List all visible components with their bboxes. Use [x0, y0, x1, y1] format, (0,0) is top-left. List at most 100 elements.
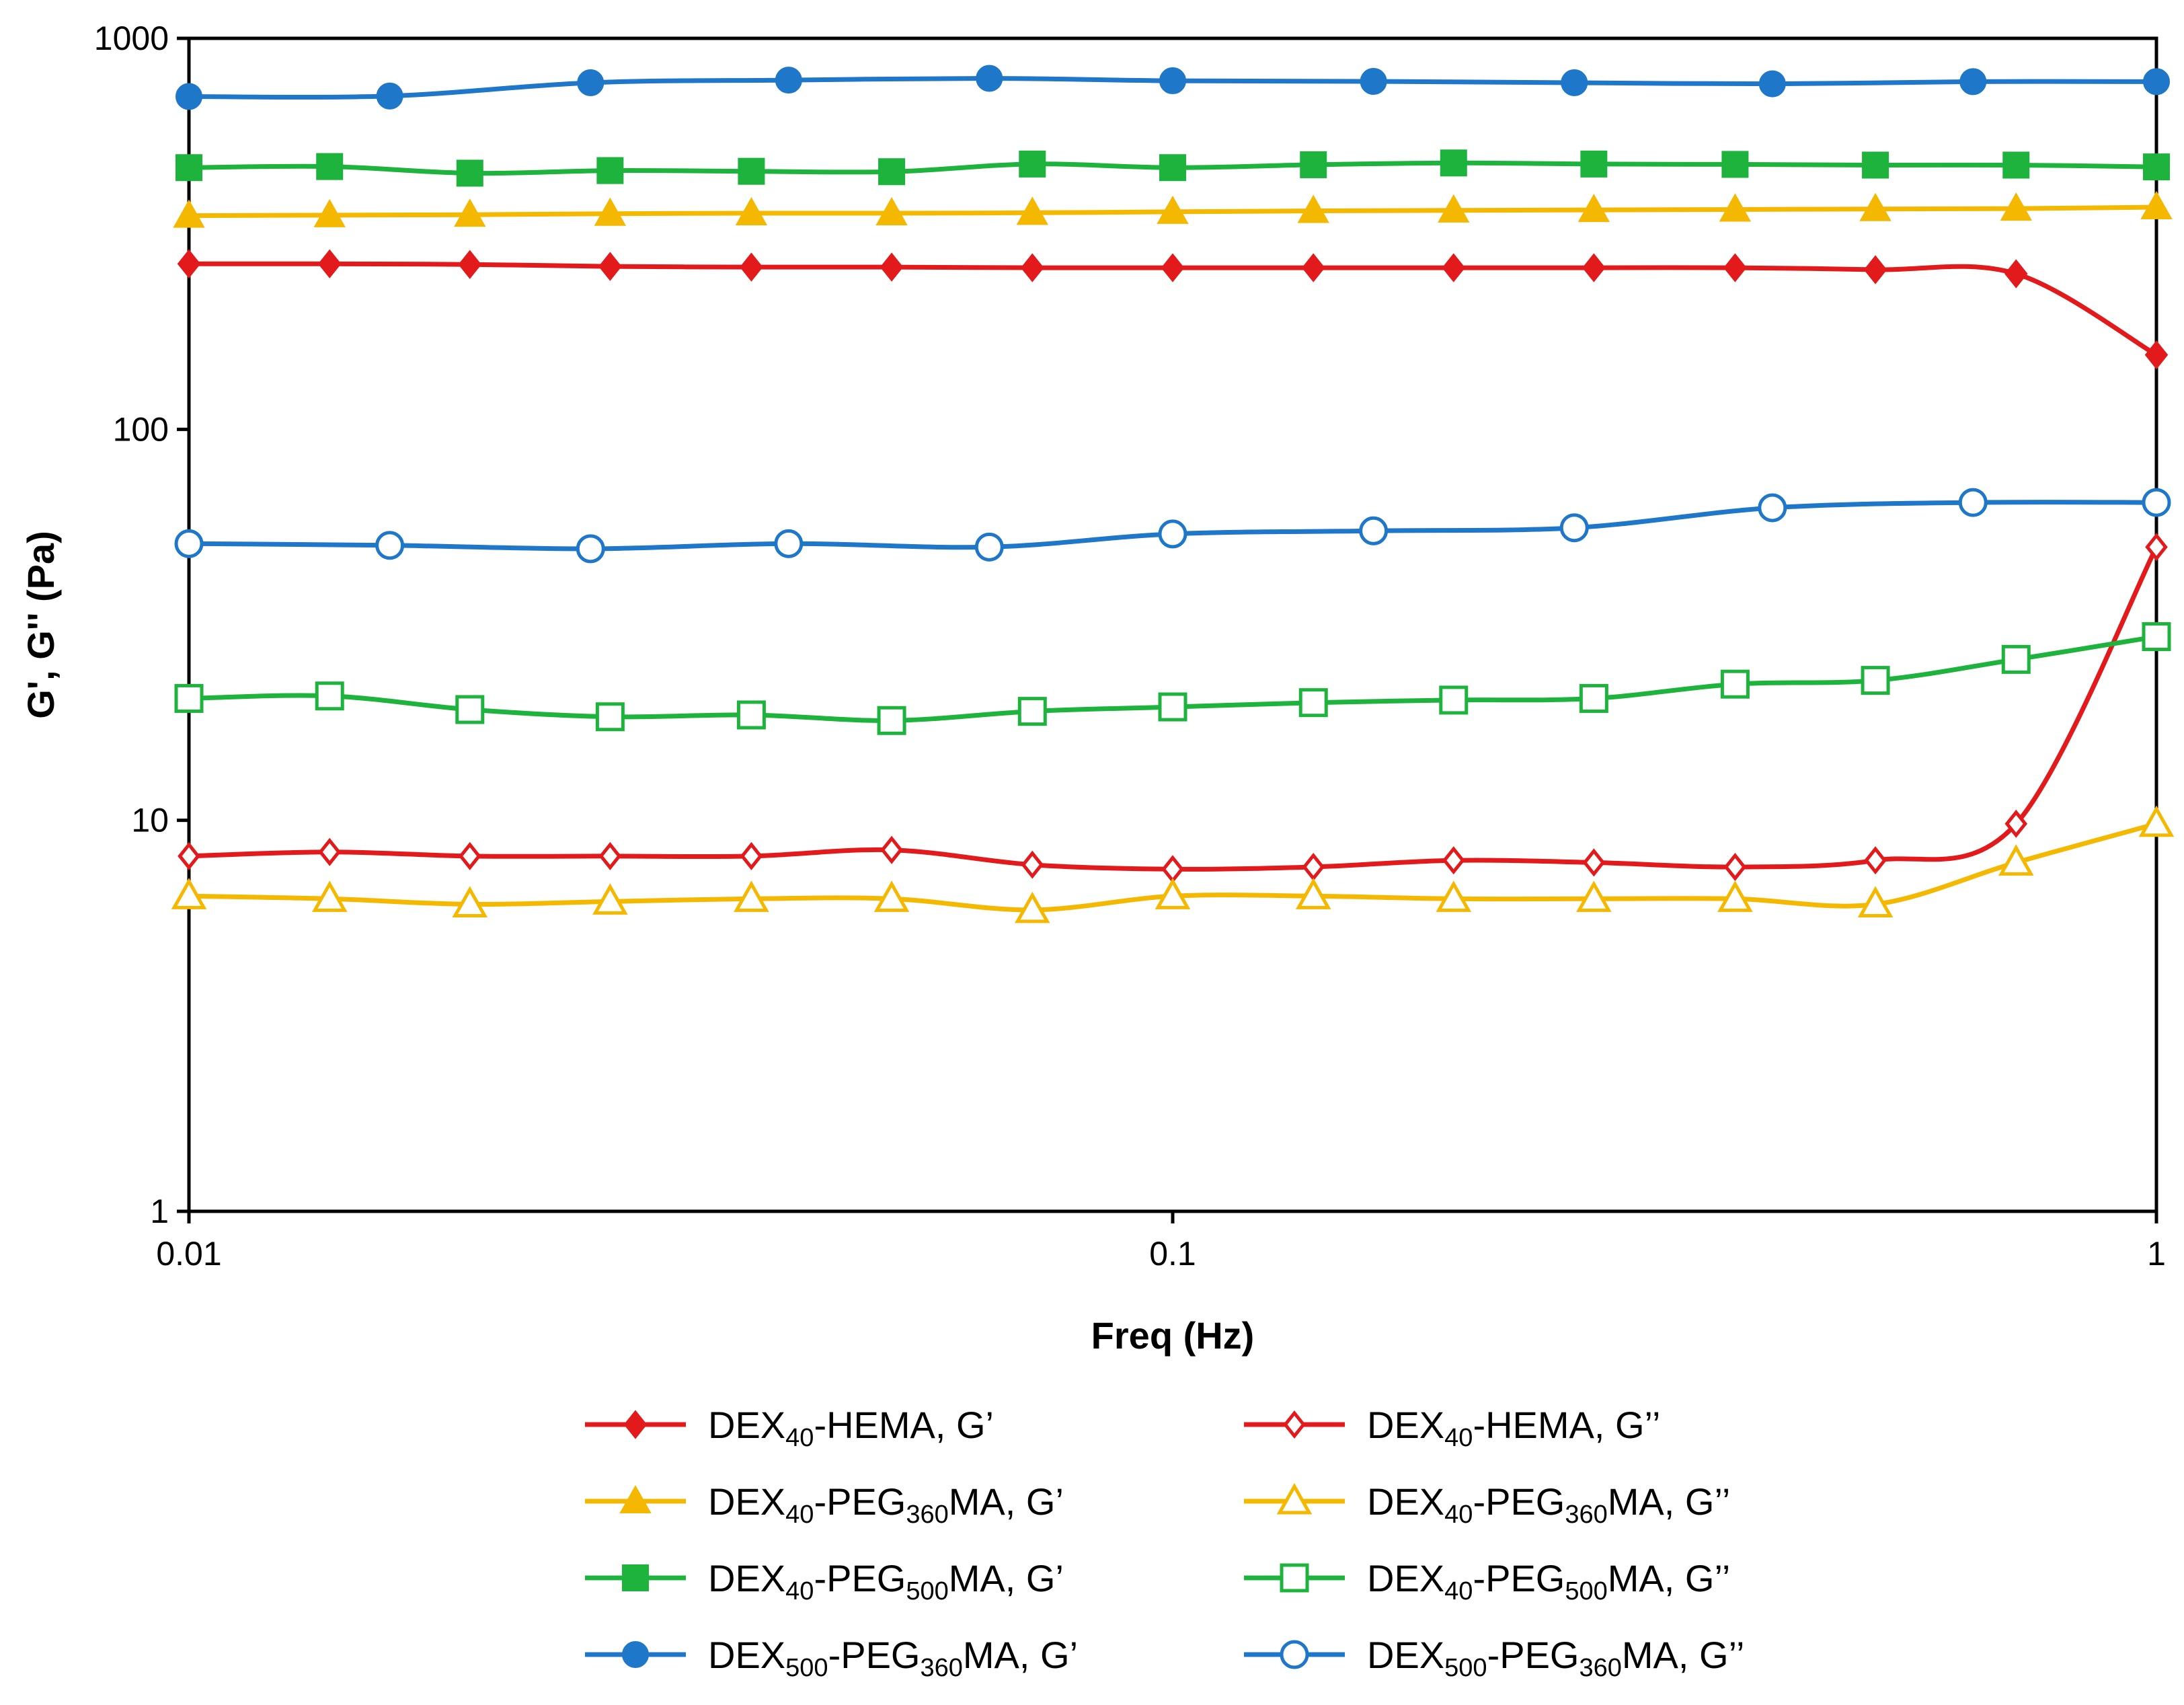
legend-item: DEX40-PEG360MA, G’’: [1244, 1480, 1730, 1529]
y-tick-label: 1: [150, 1192, 169, 1230]
data-point: [1582, 848, 1606, 877]
y-tick-label: 1000: [94, 20, 169, 57]
data-point: [1161, 253, 1185, 282]
data-point: [1360, 68, 1387, 96]
legend-marker: [1283, 1410, 1306, 1439]
data-point: [740, 841, 763, 870]
data-point: [317, 249, 342, 278]
data-point: [1297, 194, 1329, 223]
legend-label: DEX500-PEG360MA, G’: [708, 1634, 1078, 1682]
data-point: [174, 529, 204, 558]
series-2: [173, 190, 2173, 228]
data-point: [313, 198, 346, 227]
data-point: [1436, 880, 1472, 912]
data-point: [1014, 891, 1050, 923]
legend-marker: [622, 1641, 649, 1668]
data-point: [173, 199, 205, 228]
data-point: [1020, 253, 1044, 282]
data-point: [735, 197, 768, 226]
data-point: [1723, 852, 1747, 881]
data-point: [1959, 68, 1987, 96]
x-tick-label: 0.1: [1149, 1235, 1196, 1273]
data-point: [1359, 516, 1389, 545]
data-point: [1017, 697, 1047, 726]
data-point: [1561, 69, 1588, 96]
legend-marker: [1276, 1482, 1313, 1515]
data-point: [878, 158, 906, 186]
data-point: [1301, 253, 1325, 282]
data-point: [2004, 259, 2028, 289]
data-point: [1582, 253, 1606, 282]
data-point: [2143, 68, 2170, 96]
legend-item: DEX40-PEG500MA, G’’: [1244, 1557, 1730, 1605]
data-point: [2143, 153, 2170, 181]
data-point: [774, 529, 804, 558]
data-point: [736, 700, 766, 730]
data-point: [740, 252, 763, 282]
data-point: [174, 683, 204, 713]
data-point: [2144, 340, 2169, 370]
series-6: [171, 805, 2175, 923]
data-point: [1859, 192, 1892, 221]
data-point: [1758, 493, 1787, 523]
legend-item: DEX40-HEMA, G’: [585, 1404, 994, 1452]
legend-item: DEX40-HEMA, G’’: [1244, 1404, 1660, 1452]
series-1: [177, 249, 2169, 370]
data-point: [1157, 195, 1189, 224]
data-point: [1577, 194, 1610, 223]
data-point: [734, 880, 769, 912]
data-point: [1723, 253, 1747, 282]
data-point: [875, 197, 908, 226]
data-point: [177, 249, 201, 278]
data-point: [1862, 151, 1889, 179]
data-point: [2140, 190, 2173, 220]
data-point: [1864, 846, 1887, 875]
data-point: [880, 835, 903, 864]
data-point: [1579, 683, 1608, 713]
data-point: [738, 157, 765, 185]
data-point: [576, 534, 605, 564]
x-axis: 0.01 0.1 1: [156, 1211, 2166, 1273]
data-point: [880, 252, 904, 282]
series-3: [176, 149, 2170, 187]
data-point: [2000, 192, 2032, 221]
data-point: [456, 159, 483, 187]
legend-item: DEX500-PEG360MA, G’: [585, 1634, 1078, 1682]
data-point: [1300, 151, 1327, 178]
legend-item: DEX40-PEG360MA, G’: [585, 1480, 1064, 1529]
data-point: [1159, 154, 1186, 182]
data-point: [1021, 850, 1044, 879]
data-point: [1155, 878, 1191, 909]
data-point: [592, 883, 628, 915]
series-4: [176, 65, 2170, 110]
y-tick-label: 100: [113, 410, 169, 448]
data-point: [315, 681, 344, 711]
data-point: [976, 65, 1003, 92]
series-7: [174, 622, 2171, 735]
legend-marker: [623, 1410, 648, 1439]
data-point: [598, 252, 622, 281]
data-point: [1439, 685, 1469, 715]
data-point: [775, 67, 802, 94]
data-point: [2142, 622, 2171, 652]
data-point: [1576, 880, 1612, 912]
data-point: [1158, 519, 1187, 549]
series-layer: [171, 65, 2175, 923]
data-point: [1159, 67, 1186, 95]
data-point: [2138, 805, 2175, 837]
data-point: [1440, 149, 1467, 177]
data-point: [1958, 488, 1988, 517]
legend-marker: [1280, 1640, 1309, 1669]
data-point: [1861, 666, 1890, 695]
data-point: [2001, 644, 2031, 674]
data-point: [1559, 513, 1589, 543]
legend-label: DEX40-PEG360MA, G’’: [1367, 1480, 1730, 1529]
data-point: [1720, 669, 1750, 699]
y-axis: 1 10 100 1000: [94, 20, 189, 1230]
legend-label: DEX40-HEMA, G’: [708, 1404, 994, 1452]
data-point: [1019, 150, 1046, 178]
x-axis-title: Freq (Hz): [1091, 1314, 1255, 1357]
data-point: [1719, 193, 1752, 222]
data-point: [595, 702, 625, 732]
